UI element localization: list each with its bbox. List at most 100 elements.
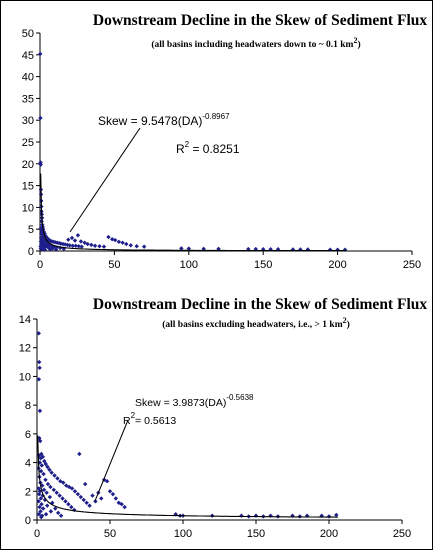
data-point: [47, 247, 53, 252]
y-tick-label: 6: [25, 429, 31, 441]
data-point: [48, 484, 53, 490]
trend-line: [40, 173, 347, 252]
data-point: [69, 235, 75, 241]
data-point: [85, 241, 90, 247]
data-point: [38, 468, 44, 474]
data-point: [122, 504, 127, 510]
data-point: [67, 243, 72, 248]
data-point: [109, 237, 115, 242]
data-point: [66, 484, 72, 490]
data-point: [75, 491, 81, 497]
chart-title: Downstream Decline in the Skew of Sedime…: [93, 296, 427, 313]
data-point: [104, 479, 110, 484]
data-point: [38, 246, 43, 251]
data-point: [42, 245, 47, 250]
data-point: [38, 226, 43, 231]
data-point: [57, 493, 62, 498]
data-point: [57, 245, 63, 251]
data-point: [53, 506, 58, 511]
y-tick-label: 40: [22, 72, 34, 84]
y-tick-label: 50: [22, 28, 34, 40]
data-point: [37, 365, 42, 371]
r-squared-label: R2 = 0.8251: [176, 140, 240, 156]
equation-label: Skew = 3.9873(DA)-0.5638: [135, 393, 254, 409]
data-point: [93, 499, 98, 504]
data-point: [73, 243, 78, 248]
chart-subtitle: (all basins excluding headwaters, i.e., …: [162, 316, 350, 330]
data-point: [47, 467, 52, 472]
data-point: [76, 244, 81, 249]
data-point: [42, 247, 48, 252]
data-point: [65, 242, 70, 248]
data-point: [56, 240, 62, 246]
data-point: [36, 491, 42, 497]
y-tick-label: 15: [22, 181, 34, 193]
data-point: [36, 359, 42, 365]
data-point: [38, 438, 43, 444]
data-point: [58, 513, 64, 518]
data-point: [90, 493, 95, 498]
chart-subtitle: (all basins including headwaters down to…: [151, 36, 360, 50]
x-tick-label: 100: [180, 259, 198, 271]
y-tick-label: 45: [22, 50, 34, 62]
y-tick-label: 10: [22, 202, 34, 214]
data-point: [50, 246, 55, 251]
data-point: [43, 461, 48, 467]
y-tick-label: 2: [25, 486, 31, 498]
data-point: [42, 231, 47, 236]
data-point: [69, 486, 75, 491]
x-tick-label: 100: [174, 528, 192, 540]
data-point: [78, 494, 83, 500]
data-point: [61, 480, 66, 485]
data-point: [82, 240, 87, 245]
data-point: [40, 247, 45, 252]
y-tick-label: 12: [19, 343, 31, 355]
y-tick-label: 5: [28, 224, 34, 236]
data-point: [112, 237, 118, 243]
data-point: [43, 512, 49, 517]
data-point: [39, 451, 44, 457]
annotation-pointer: [69, 127, 141, 233]
data-point: [101, 244, 107, 249]
y-tick-label: 0: [25, 515, 31, 527]
data-point: [141, 244, 147, 249]
data-point: [43, 240, 49, 245]
data-point: [179, 246, 184, 251]
data-point: [334, 512, 339, 518]
y-tick-label: 35: [22, 93, 34, 105]
data-point: [186, 246, 191, 251]
data-point: [69, 504, 74, 510]
data-point: [66, 237, 71, 242]
data-point: [58, 479, 63, 484]
x-tick-label: 50: [108, 259, 120, 271]
x-tick-label: 150: [254, 259, 272, 271]
data-point: [43, 243, 48, 248]
y-tick-label: 25: [22, 137, 34, 149]
data-point: [78, 239, 84, 244]
data-point: [37, 504, 42, 510]
data-point: [106, 234, 111, 240]
data-point: [48, 509, 54, 514]
data-point: [79, 244, 84, 249]
data-point: [38, 51, 43, 57]
data-point: [41, 237, 47, 242]
data-point: [39, 228, 45, 234]
data-point: [120, 240, 125, 245]
data-point: [38, 162, 43, 167]
data-point: [326, 514, 332, 519]
data-point: [36, 377, 42, 382]
data-point: [45, 481, 51, 487]
data-point: [39, 502, 44, 507]
data-point: [134, 244, 139, 249]
data-point: [39, 230, 44, 236]
data-point: [119, 502, 124, 507]
x-tick-label: 250: [403, 259, 421, 271]
data-point: [45, 503, 50, 508]
chart-top: Downstream Decline in the Skew of Sedime…: [22, 12, 428, 271]
y-tick-label: 30: [22, 115, 34, 127]
data-point: [72, 489, 78, 494]
x-tick-label: 0: [34, 528, 40, 540]
y-tick-label: 4: [25, 458, 31, 470]
data-point: [54, 240, 60, 245]
y-tick-label: 14: [19, 314, 31, 326]
